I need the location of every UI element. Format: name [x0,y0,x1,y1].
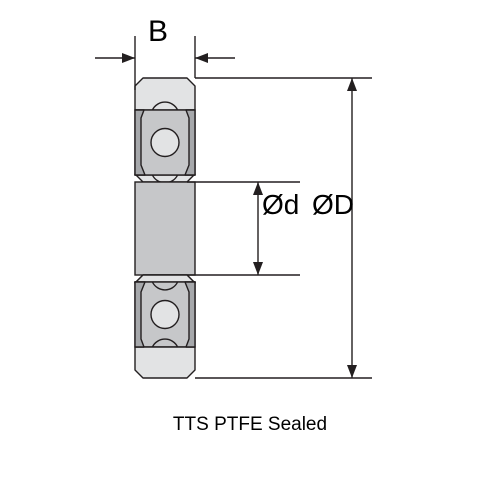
outer-diameter-label: ØD [312,189,354,221]
width-label: B [148,15,168,49]
bore-diameter-label: Ød [262,189,299,221]
caption: TTS PTFE Sealed [0,414,500,436]
